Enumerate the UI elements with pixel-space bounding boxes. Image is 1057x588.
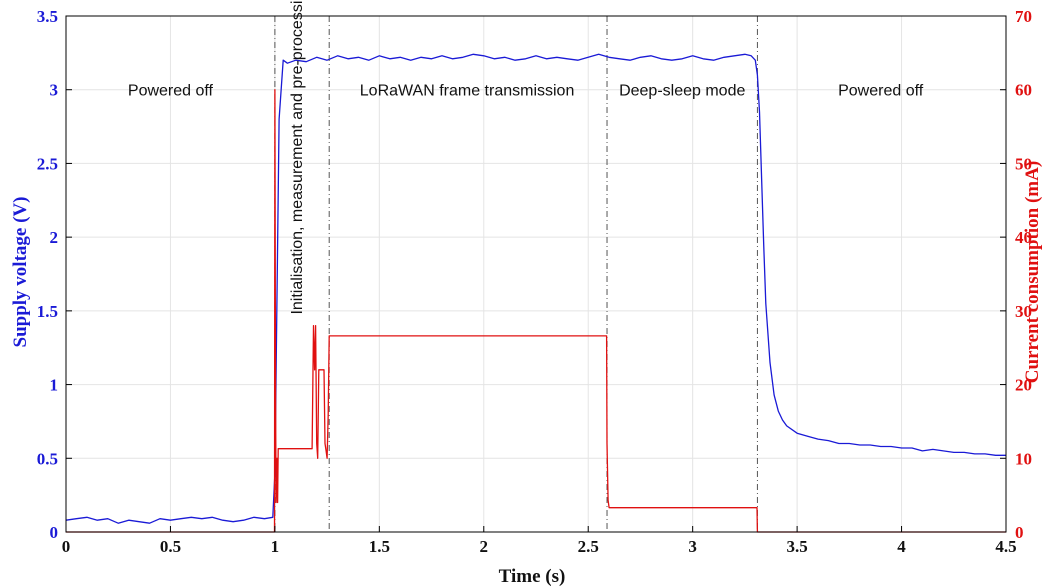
phase-annotation: Initialisation, measurement and pre-proc…	[289, 0, 306, 315]
y-right-tick-label: 10	[1015, 449, 1032, 468]
x-tick-label: 2.5	[578, 537, 599, 556]
series-lines	[65, 53, 1006, 533]
y-left-tick-label: 1.5	[37, 302, 58, 321]
x-tick-label: 0.5	[160, 537, 181, 556]
phase-annotation: Powered off	[838, 83, 924, 100]
left-y-axis-label: Supply voltage (V)	[10, 197, 31, 348]
phase-annotations: Powered off Initialisation, measurement a…	[128, 0, 924, 315]
x-tick-label: 4.5	[995, 537, 1016, 556]
current-series-line	[66, 89, 1006, 533]
y-right-tick-label: 40	[1015, 228, 1032, 247]
y-left-tick-label: 2	[50, 228, 59, 247]
y-right-tick-label: 70	[1015, 7, 1032, 26]
y-right-tick-label: 30	[1015, 302, 1032, 321]
y-left-tick-label: 3	[50, 81, 59, 100]
y-right-tick-label: 20	[1015, 376, 1032, 395]
x-tick-label: 1.5	[369, 537, 390, 556]
plot-frame	[65, 15, 1007, 533]
x-tick-label: 2	[480, 537, 489, 556]
x-tick-label: 3.5	[786, 537, 807, 556]
x-axis-label: Time (s)	[499, 566, 566, 587]
y-left-tick-label: 0	[50, 523, 59, 542]
y-right-tick-label: 50	[1015, 154, 1032, 173]
y-left-tick-label: 0.5	[37, 449, 58, 468]
y-right-tick-label: 0	[1015, 523, 1024, 542]
y-left-tick-label: 3.5	[37, 7, 58, 26]
voltage-series-line	[65, 53, 1006, 524]
y-right-tick-label: 60	[1015, 81, 1032, 100]
right-y-axis-label: Current consumption (mA)	[1022, 161, 1043, 383]
y-left-tick-label: 1	[50, 376, 59, 395]
x-tick-label: 1	[271, 537, 280, 556]
phase-annotation: Deep-sleep mode	[619, 83, 745, 100]
phase-annotation: Powered off	[128, 83, 214, 100]
x-tick-label: 0	[62, 537, 71, 556]
y-left-tick-label: 2.5	[37, 154, 58, 173]
x-tick-label: 4	[897, 537, 906, 556]
axis-ticks: 0 0.5 1 1.5 2 2.5 3 3.5 4 4.500.511.522.533.50102…	[37, 7, 1032, 556]
x-tick-label: 3	[688, 537, 697, 556]
phase-annotation: LoRaWAN frame transmission	[360, 83, 575, 100]
